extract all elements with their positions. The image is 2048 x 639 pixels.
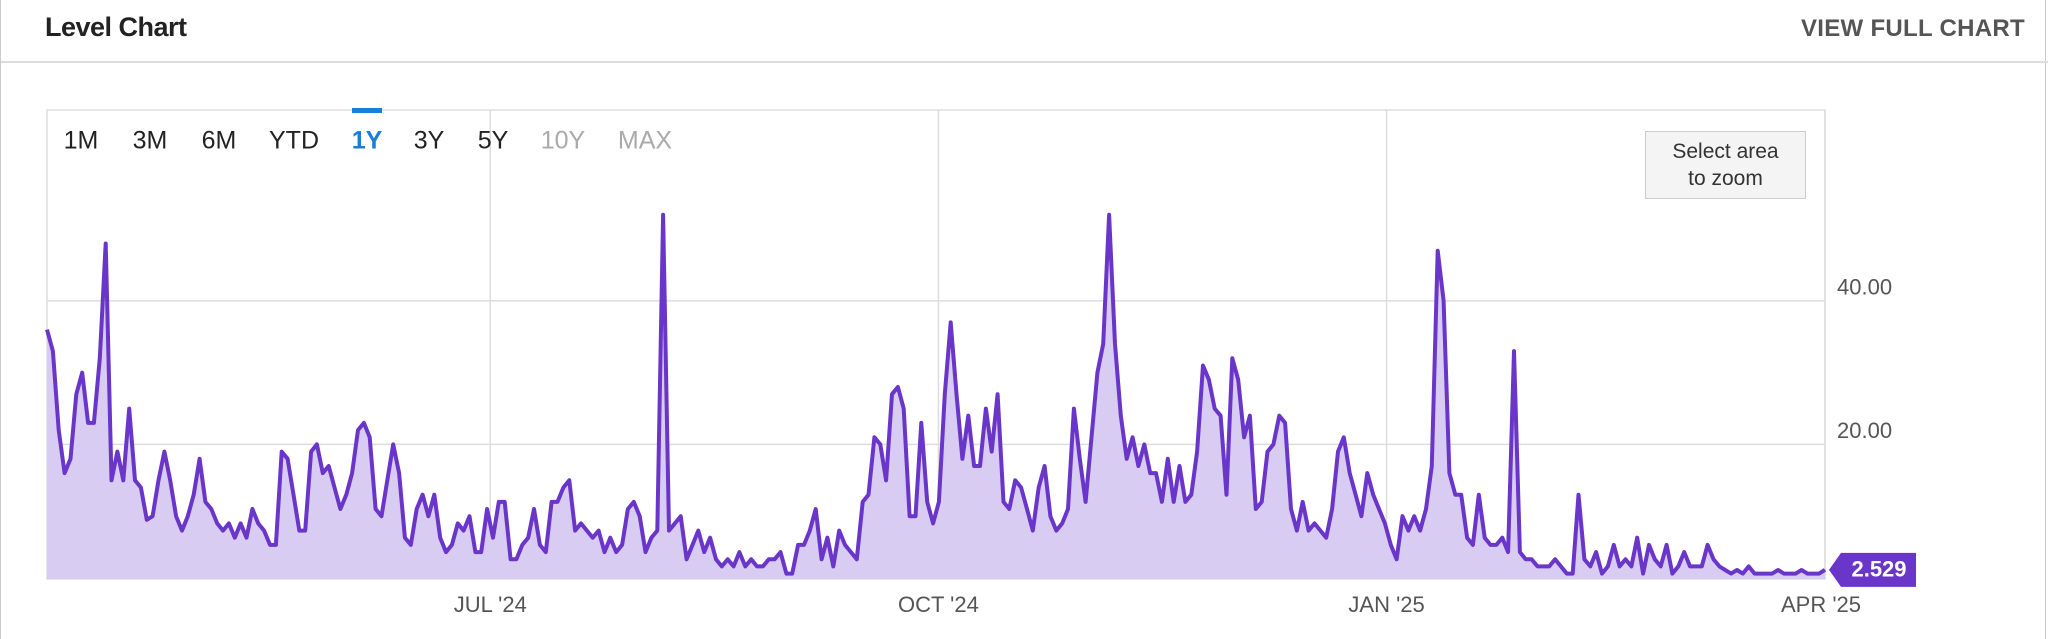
range-button[interactable]: 3Y (414, 127, 445, 155)
zoom-hint[interactable]: Select area to zoom (1645, 131, 1806, 199)
last-value-box (1829, 552, 1916, 587)
range-button: MAX (618, 127, 673, 155)
active-indicator (352, 108, 382, 113)
range-button[interactable]: 1M (64, 127, 99, 155)
y-tick-label: 40.00 (1837, 275, 1892, 300)
range-button[interactable]: 6M (202, 127, 237, 155)
chart: 20.00 40.00 JUL '24 OCT '24 JAN '25 APR '25 1M… (45, 108, 1916, 617)
range-button[interactable]: YTD (269, 127, 319, 155)
view-full-chart-link[interactable]: VIEW FULL CHART (1800, 15, 2025, 42)
x-tick-label: JAN '25 (1348, 592, 1424, 617)
x-tick-label: OCT '24 (898, 592, 979, 617)
card-title: Level Chart (45, 12, 187, 42)
range-button[interactable]: 1Y (352, 127, 383, 155)
x-tick-label: APR '25 (1781, 592, 1861, 617)
range-button: 10Y (541, 127, 586, 155)
area (47, 214, 1825, 580)
card-header: Level Chart VIEW FULL CHART (1, 0, 2048, 63)
y-tick-label: 20.00 (1837, 418, 1892, 443)
last-value-label: 2.529 (1851, 557, 1906, 582)
range-button[interactable]: 5Y (478, 127, 509, 155)
range-button[interactable]: 3M (133, 127, 168, 155)
x-tick-label: JUL '24 (454, 592, 527, 617)
line (45, 212, 1827, 576)
